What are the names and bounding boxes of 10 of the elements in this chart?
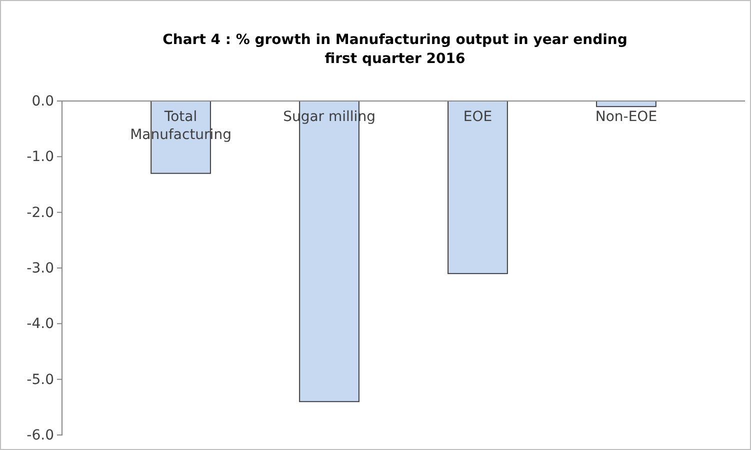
- y-tick-label: 0.0: [32, 93, 54, 110]
- x-tick-label: EOE: [463, 109, 492, 125]
- chart-title: Chart 4 : % growth in Manufacturing output in year ending first quarter 2016: [162, 32, 628, 67]
- y-tick-label: -2.0: [26, 204, 54, 221]
- y-tick-label: -5.0: [26, 372, 54, 388]
- y-tick-label: -6.0: [26, 427, 54, 444]
- y-tick-label: -3.0: [26, 260, 54, 276]
- y-tick-label: -4.0: [26, 316, 54, 332]
- x-tick-label: Non-EOE: [595, 109, 658, 125]
- y-tick-label: -1.0: [26, 149, 54, 166]
